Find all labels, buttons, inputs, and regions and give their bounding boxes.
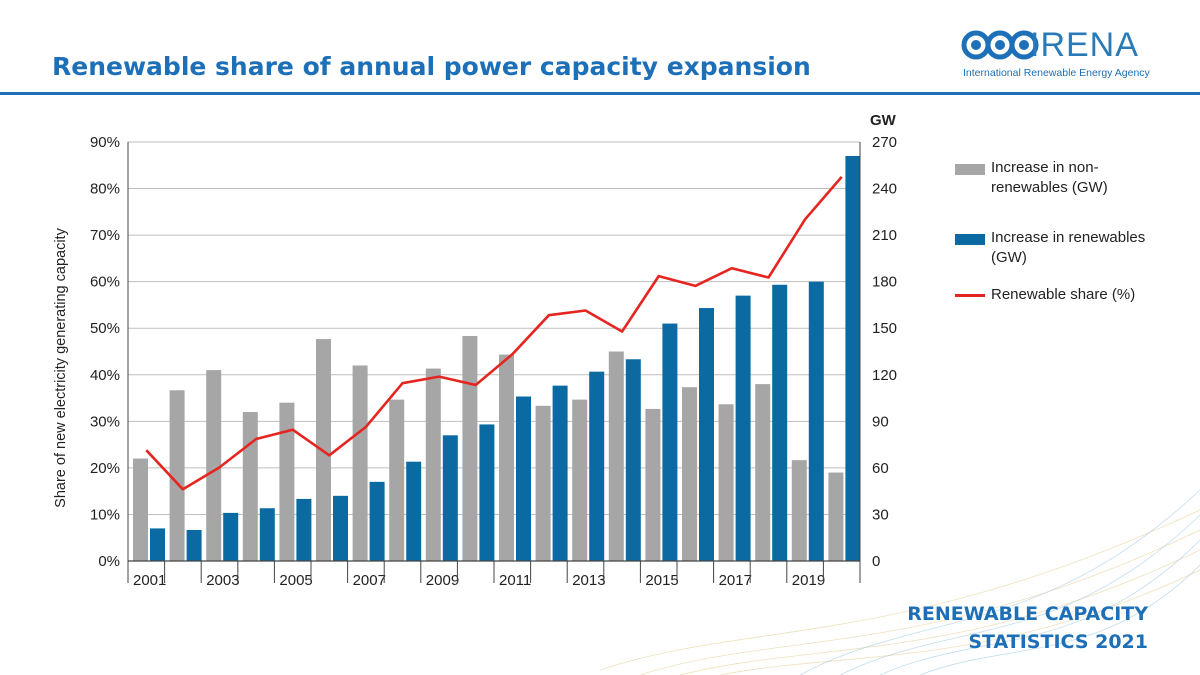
bar-non-renewables — [279, 402, 295, 561]
y-tick-label-right: 30 — [872, 506, 889, 523]
legend-label-renewables: Increase in renewables (GW) — [991, 229, 1146, 266]
y-tick-label-right: 90 — [872, 413, 889, 430]
legend-item-share: Renewable share (%) — [955, 285, 1165, 309]
bar-non-renewables — [425, 368, 441, 561]
y-tick-label-left: 70% — [90, 227, 120, 244]
footer-line-2: STATISTICS 2021 — [968, 631, 1148, 653]
y-axis-label: Share of new electricity generating capa… — [53, 227, 69, 507]
y-tick-label-left: 20% — [90, 460, 120, 477]
x-tick-label: 2005 — [279, 572, 312, 589]
x-tick-label: 2019 — [792, 572, 825, 589]
bar-non-renewables — [352, 365, 368, 561]
bar-non-renewables — [499, 354, 514, 561]
bar-non-renewables — [828, 472, 844, 561]
bar-renewables — [333, 495, 348, 561]
y-tick-label-right: 150 — [872, 320, 897, 337]
x-tick-label: 2009 — [426, 572, 459, 589]
bar-renewables — [479, 424, 495, 561]
y-tick-label-right: 180 — [872, 274, 897, 291]
bar-renewables — [186, 529, 202, 561]
y-tick-label-left: 40% — [90, 367, 120, 384]
bar-renewables — [808, 281, 824, 561]
x-tick-label: 2001 — [133, 572, 166, 589]
renewable-share-line — [145, 176, 843, 491]
irena-globe-icon — [961, 30, 1039, 60]
bar-non-renewables — [791, 460, 807, 561]
y-tick-label-left: 90% — [90, 134, 120, 151]
legend-item-renewables: Increase in renewables (GW) — [955, 228, 1165, 272]
bar-renewables — [442, 435, 458, 561]
x-tick-label: 2011 — [499, 572, 531, 589]
bar-non-renewables — [645, 408, 661, 561]
bar-renewables — [662, 323, 678, 561]
footer-line-1: RENEWABLE CAPACITY — [907, 603, 1148, 625]
x-tick-label: 2017 — [719, 572, 752, 589]
y-tick-label-left: 0% — [98, 553, 120, 570]
bar-non-renewables — [133, 458, 148, 561]
bar-renewables — [845, 155, 861, 561]
y-tick-label-right: 0 — [872, 553, 880, 570]
y-tick-label-left: 60% — [90, 274, 120, 291]
legend-swatch-non-renewables — [955, 164, 985, 175]
bar-non-renewables — [608, 351, 624, 561]
bar-renewables — [552, 385, 568, 561]
bar-non-renewables — [718, 404, 734, 561]
legend-label-non-renewables: Increase in non-renewables (GW) — [991, 159, 1108, 196]
x-tick-label: 2003 — [206, 572, 239, 589]
bar-non-renewables — [242, 412, 258, 561]
bar-renewables — [735, 295, 751, 561]
bar-non-renewables — [206, 370, 222, 561]
bar-renewables — [772, 284, 788, 561]
bar-non-renewables — [535, 405, 551, 561]
y2-axis-unit: GW — [870, 112, 897, 129]
x-tick-label: 2015 — [645, 572, 678, 589]
y-tick-label-right: 240 — [872, 181, 897, 198]
bar-non-renewables — [572, 399, 588, 561]
x-tick-label: 2013 — [572, 572, 605, 589]
bar-renewables — [699, 308, 714, 561]
title-divider — [0, 92, 1200, 95]
bar-renewables — [150, 528, 165, 561]
y-tick-label-left: 50% — [90, 320, 120, 337]
legend-item-non-renewables: Increase in non-renewables (GW) — [955, 158, 1165, 202]
bar-renewables — [406, 461, 422, 561]
legend-swatch-renewables — [955, 234, 985, 245]
y-tick-label-right: 60 — [872, 460, 889, 477]
report-footer: RENEWABLE CAPACITY STATISTICS 2021 — [907, 600, 1148, 656]
bar-non-renewables — [389, 399, 405, 561]
bar-non-renewables — [755, 384, 771, 561]
legend-label-share: Renewable share (%) — [991, 286, 1136, 303]
bar-renewables — [589, 371, 605, 561]
y-tick-label-left: 80% — [90, 181, 120, 198]
irena-logo-subtitle: International Renewable Energy Agency — [963, 67, 1150, 79]
bar-non-renewables — [682, 387, 697, 561]
decorative-waves — [600, 489, 1200, 675]
y-tick-label-left: 30% — [90, 413, 120, 430]
page-title: Renewable share of annual power capacity… — [52, 52, 811, 81]
y-tick-label-right: 120 — [872, 367, 897, 384]
bar-renewables — [625, 359, 641, 561]
bar-non-renewables — [169, 390, 185, 561]
bar-renewables — [369, 481, 385, 561]
bar-renewables — [516, 396, 531, 561]
y-tick-label-left: 10% — [90, 506, 120, 523]
y-tick-label-right: 270 — [872, 134, 897, 151]
bar-non-renewables — [462, 335, 478, 561]
irena-logo-text: IRENA — [1030, 26, 1139, 64]
legend-swatch-share — [955, 294, 985, 297]
bar-renewables — [296, 498, 312, 561]
bar-renewables — [259, 508, 275, 561]
bar-renewables — [223, 512, 239, 561]
x-tick-label: 2007 — [353, 572, 386, 589]
y-tick-label-right: 210 — [872, 227, 897, 244]
